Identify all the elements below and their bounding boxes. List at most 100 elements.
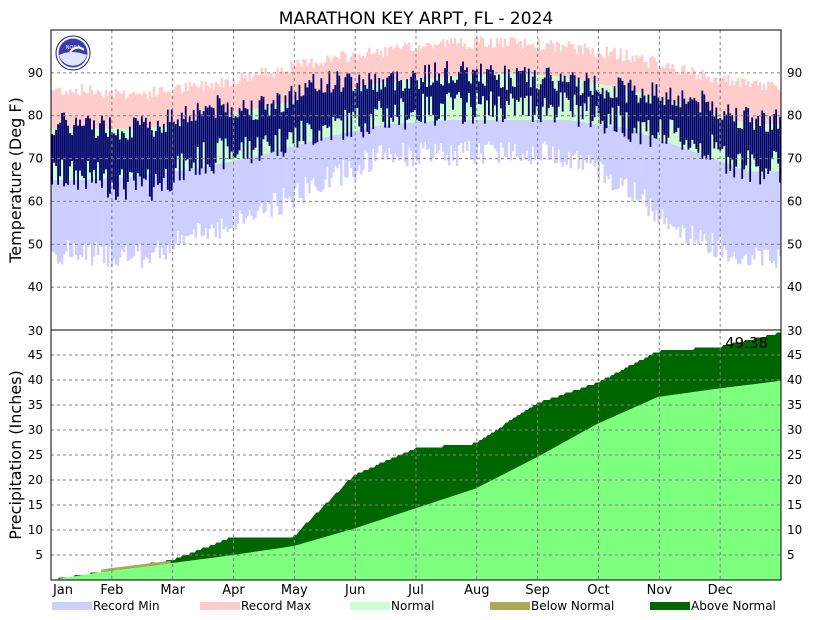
observed-bar [631, 90, 634, 134]
observed-bar [228, 116, 231, 160]
record-min-bar [593, 123, 596, 167]
observed-bar [743, 110, 746, 170]
record-min-bar [577, 121, 580, 169]
record-min-bar [673, 144, 676, 228]
record-max-bar [739, 86, 742, 122]
record-max-bar [709, 81, 712, 114]
observed-bar [412, 70, 415, 113]
record-max-bar [56, 87, 60, 129]
observed-bar [162, 123, 165, 178]
record-min-bar [136, 176, 140, 252]
observed-bar [559, 73, 562, 93]
observed-bar [244, 108, 247, 138]
normal-bar [400, 80, 403, 124]
record-max-bar [619, 48, 622, 89]
observed-bar [176, 119, 179, 157]
temp-tick-label-right: 40 [787, 280, 802, 294]
record-min-bar [104, 178, 108, 246]
observed-bar [505, 89, 508, 102]
record-max-bar [406, 44, 409, 80]
observed-bar [150, 130, 153, 201]
record-max-bar [509, 37, 513, 74]
record-max-bar [256, 75, 259, 109]
observed-bar [288, 91, 291, 133]
record-max-bar [653, 57, 656, 98]
month-label: Sep [525, 583, 550, 598]
record-max-bar [579, 45, 582, 80]
observed-bar [545, 67, 548, 116]
record-min-bar [465, 120, 469, 151]
record-max-bar [649, 57, 652, 97]
record-min-bar [204, 166, 207, 228]
record-max-bar [412, 50, 415, 80]
record-max-bar [667, 63, 670, 102]
record-max-bar [643, 62, 646, 95]
record-max-bar [244, 75, 247, 112]
record-min-bar [334, 134, 337, 167]
record-max-bar [268, 73, 271, 107]
record-max-bar [184, 82, 188, 123]
record-max-bar [102, 97, 106, 129]
record-min-bar [64, 180, 68, 252]
legend: Record Min Record Max Normal Below Normal Ab… [52, 599, 776, 613]
record-max-bar [687, 71, 690, 107]
observed-bar [486, 69, 488, 101]
record-max-bar [775, 85, 778, 125]
observed-bar [521, 70, 524, 115]
record-min-bar [51, 180, 54, 252]
legend-swatch [200, 602, 240, 610]
record-min-bar [633, 130, 636, 183]
observed-bar [220, 105, 223, 141]
record-min-bar [300, 143, 303, 199]
observed-bar [741, 129, 744, 179]
legend-label: Record Max [241, 599, 311, 613]
observed-bar [212, 108, 215, 174]
observed-bar [57, 124, 59, 185]
record-min-bar [455, 120, 459, 166]
observed-bar [723, 111, 726, 147]
observed-bar [619, 78, 622, 116]
record-min-bar [515, 120, 519, 157]
record-min-bar [769, 171, 772, 262]
record-min-bar [735, 166, 738, 260]
record-min-bar [128, 176, 132, 260]
record-min-bar [138, 175, 142, 245]
record-max-bar [749, 87, 752, 125]
normal-bar [224, 115, 227, 163]
record-max-bar [477, 42, 481, 75]
record-min-bar [663, 141, 666, 225]
record-min-bar [224, 162, 227, 228]
observed-bar [85, 118, 87, 190]
record-max-bar [176, 84, 180, 124]
record-min-bar [196, 168, 199, 224]
legend-swatch [650, 602, 690, 610]
record-max-bar [100, 96, 104, 129]
record-min-bar [90, 179, 94, 266]
record-min-bar [390, 123, 393, 155]
record-min-bar [182, 169, 186, 244]
record-min-bar [499, 120, 503, 143]
record-min-bar [493, 120, 497, 149]
record-max-bar [531, 43, 535, 75]
record-max-bar [539, 50, 543, 76]
record-min-bar [414, 122, 417, 154]
record-max-bar [633, 61, 636, 92]
record-min-bar [529, 120, 533, 165]
observed-bar [462, 61, 464, 124]
record-max-bar [344, 53, 347, 90]
observed-bar [442, 85, 444, 104]
observed-bar [384, 86, 387, 128]
record-min-bar [627, 128, 630, 198]
record-max-bar [773, 84, 776, 125]
record-min-bar [132, 176, 136, 257]
record-max-bar [306, 65, 309, 99]
record-max-bar [182, 91, 186, 123]
record-min-bar [651, 137, 654, 212]
record-max-bar [625, 49, 628, 90]
record-max-bar [461, 46, 465, 76]
observed-bar [478, 81, 480, 104]
record-min-bar [332, 135, 335, 173]
record-max-bar [352, 53, 355, 89]
record-min-bar [384, 124, 387, 153]
record-max-bar [180, 93, 184, 124]
